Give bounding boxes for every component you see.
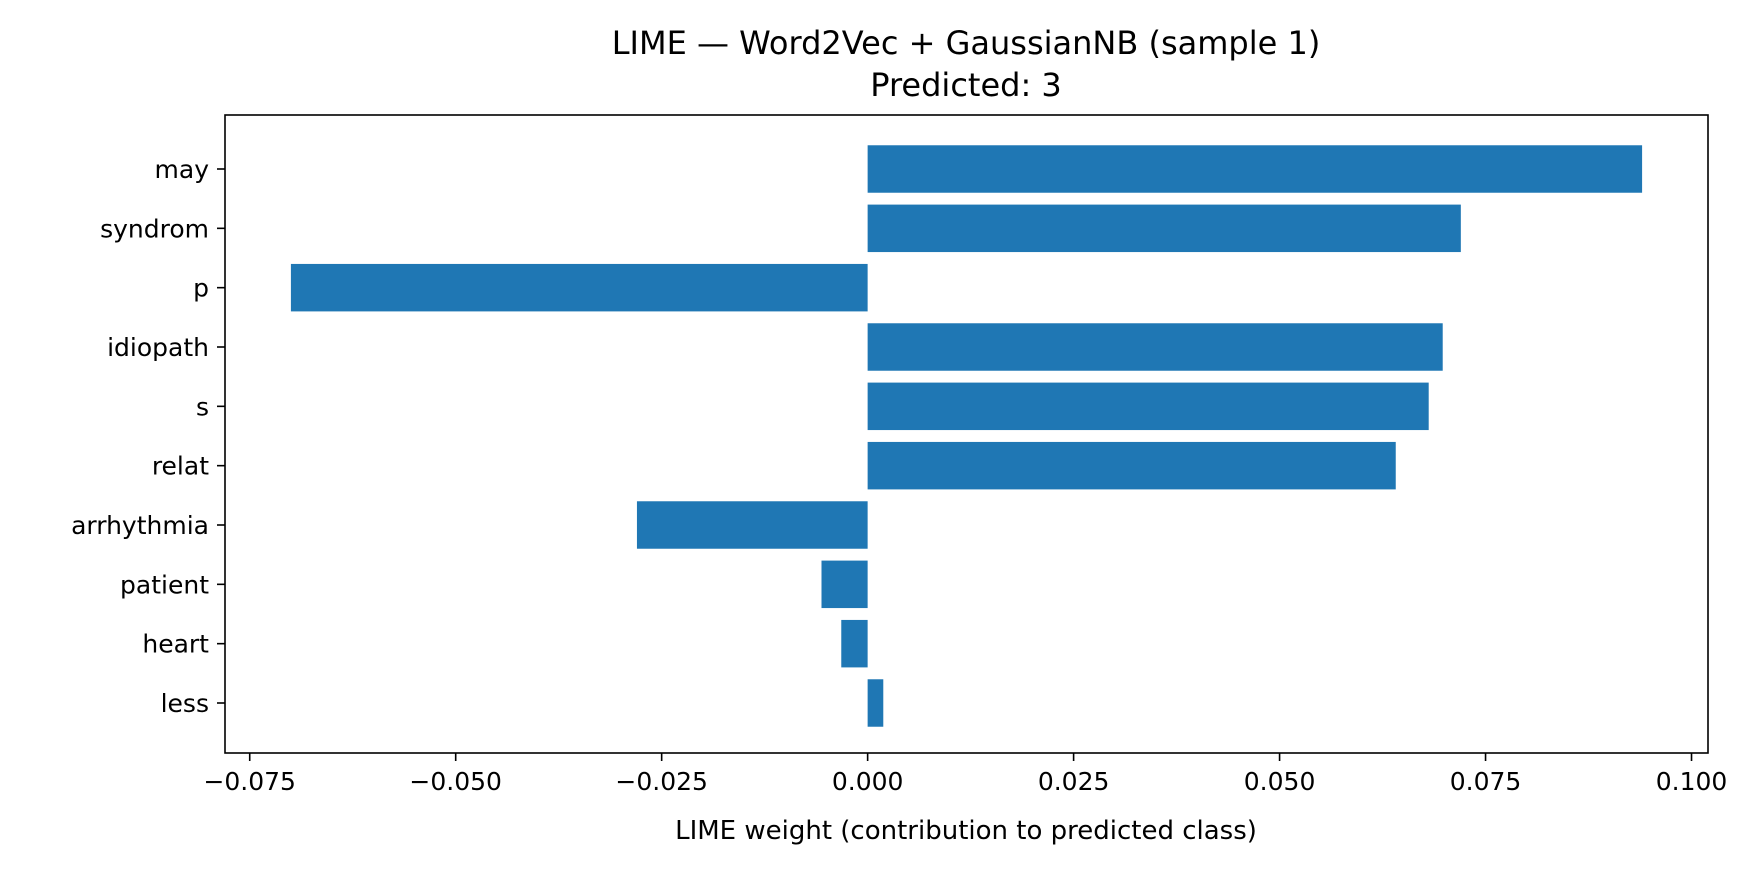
chart-title: LIME — Word2Vec + GaussianNB (sample 1): [612, 24, 1321, 62]
y-tick-label-patient: patient: [120, 570, 209, 599]
y-tick-label-idiopath: idiopath: [107, 333, 209, 362]
y-tick-label-arrhythmia: arrhythmia: [71, 511, 209, 540]
y-tick-label-heart: heart: [142, 630, 209, 659]
plot-area-frame: [224, 114, 1709, 754]
x-tick-label: −0.050: [409, 767, 502, 796]
x-tick-label: 0.025: [1038, 767, 1110, 796]
x-tick-label: 0.000: [832, 767, 904, 796]
bar-heart: [841, 619, 868, 668]
bar-s: [867, 382, 1429, 431]
y-axis-ticks: may syndrom p idiopath s relat arrhythmia patie…: [71, 155, 225, 718]
bar-idiopath: [867, 323, 1443, 371]
y-tick-label-syndrom: syndrom: [100, 214, 209, 243]
y-tick-label-s: s: [196, 392, 209, 421]
bar-patient: [821, 560, 868, 609]
x-tick-label: 0.100: [1656, 767, 1728, 796]
bar-arrhythmia: [636, 501, 868, 549]
bars-layer: [290, 145, 1643, 727]
bar-syndrom: [867, 204, 1461, 253]
y-tick-label-relat: relat: [152, 452, 209, 481]
y-tick-label-may: may: [155, 155, 210, 184]
x-axis-label: LIME weight (contribution to predicted c…: [675, 816, 1257, 846]
x-tick-label: −0.075: [203, 767, 296, 796]
bar-p: [290, 263, 868, 312]
x-tick-label: 0.075: [1450, 767, 1522, 796]
y-tick-label-p: p: [193, 274, 209, 303]
x-tick-label: 0.050: [1244, 767, 1316, 796]
x-tick-label: −0.025: [615, 767, 708, 796]
bar-may: [867, 145, 1643, 193]
x-axis-ticks: −0.075 −0.050 −0.025 0.000 0.025 0.050 0.075 0.…: [203, 753, 1727, 796]
bar-relat: [867, 441, 1396, 490]
chart-subtitle: Predicted: 3: [870, 66, 1062, 104]
bar-less: [867, 679, 884, 727]
y-tick-label-less: less: [161, 689, 209, 718]
